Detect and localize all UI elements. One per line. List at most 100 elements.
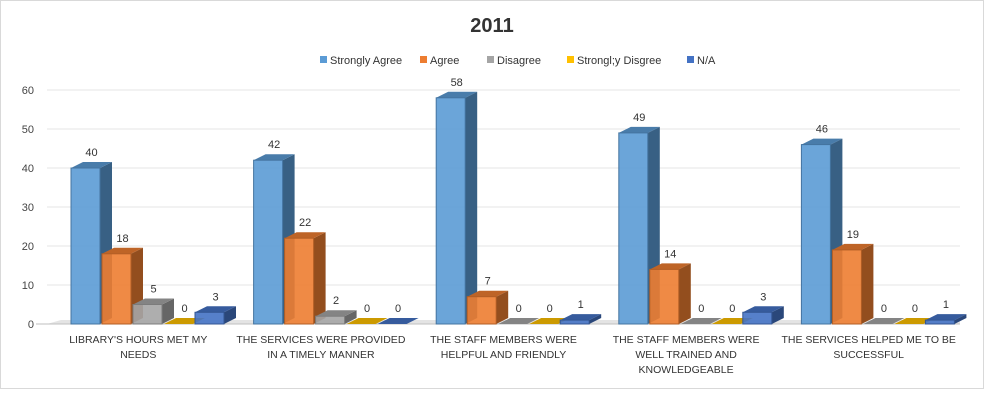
bar: [742, 306, 784, 325]
data-label: 46: [816, 124, 828, 136]
bar-top: [315, 310, 357, 317]
x-tick-label-line: THE STAFF MEMBERS WERE: [430, 334, 577, 346]
legend-label: Strongly Agree: [330, 55, 402, 67]
bar: [863, 318, 905, 324]
bar-top: [133, 298, 174, 305]
data-label: 18: [116, 233, 128, 245]
bar-top: [925, 314, 967, 321]
bar: [498, 318, 540, 324]
bar-side: [224, 306, 236, 324]
x-tick-label-line: IN A TIMELY MANNER: [267, 349, 375, 361]
legend: Strongly Agree Agree Disagree Strongl;y Dis…: [320, 55, 716, 67]
bar-front: [284, 237, 315, 325]
data-label: 2: [333, 295, 339, 307]
bar-top: [649, 263, 691, 270]
bar-front: [800, 144, 831, 325]
bar-front: [559, 319, 590, 325]
bar: [435, 91, 478, 325]
y-axis: 0 10 20 30 40 50 60: [22, 85, 34, 331]
bar-side: [313, 232, 326, 324]
data-label: 49: [633, 112, 645, 124]
x-tick-label-line: HELPFUL AND FRIENDLY: [441, 349, 566, 361]
bar-front: [924, 319, 955, 325]
data-label: 0: [881, 303, 887, 315]
x-tick-label-line: KNOWLEDGEABLE: [639, 364, 734, 376]
bar-top: [346, 318, 388, 324]
legend-label: Disagree: [497, 55, 541, 67]
data-label: 40: [85, 147, 97, 159]
bar-front: [132, 304, 163, 325]
bar-front: [618, 132, 649, 325]
bars: [70, 91, 967, 325]
bar-top: [863, 318, 905, 324]
legend-label: N/A: [697, 55, 716, 67]
bar-front: [742, 311, 773, 325]
y-tick-label: 60: [22, 85, 34, 97]
x-tick-label-line: SUCCESSFUL: [833, 349, 904, 361]
bar-side: [861, 243, 874, 324]
bar: [924, 314, 967, 325]
legend-swatch: [320, 56, 327, 63]
x-tick-label-line: THE SERVICES WERE PROVIDED: [236, 334, 405, 346]
x-tick-label: LIBRARY'S HOURS MET MY NEEDS: [69, 334, 207, 361]
data-label: 0: [729, 303, 735, 315]
bar: [680, 318, 722, 324]
data-label: 0: [547, 303, 553, 315]
bar-top: [436, 91, 478, 98]
bar-top: [253, 154, 295, 161]
bar-front: [649, 268, 680, 325]
y-tick-label: 0: [28, 319, 34, 331]
bar-side: [589, 314, 602, 324]
bar: [132, 298, 174, 325]
bar-front: [70, 167, 101, 325]
bar-top: [467, 290, 509, 297]
y-tick-label: 40: [22, 163, 34, 175]
data-label: 0: [516, 303, 522, 315]
bar-top: [680, 318, 722, 324]
legend-swatch: [420, 56, 427, 63]
data-label: 5: [150, 284, 156, 296]
legend-swatch: [487, 56, 494, 63]
x-tick-label-line: THE STAFF MEMBERS WERE: [613, 334, 760, 346]
data-label: 7: [485, 276, 491, 288]
legend-swatch: [567, 56, 574, 63]
data-label: 3: [212, 291, 218, 303]
data-label: 58: [451, 77, 463, 89]
bar-top: [560, 314, 602, 321]
bar-front: [253, 159, 284, 325]
legend-label: Agree: [430, 55, 459, 67]
data-label: 1: [578, 299, 584, 311]
bar: [377, 318, 419, 324]
bar-side: [162, 298, 174, 324]
bar-top: [498, 318, 540, 324]
x-axis: LIBRARY'S HOURS MET MY NEEDS THE SERVICES …: [69, 334, 956, 376]
bar-side: [496, 290, 509, 324]
bar-top: [832, 243, 874, 250]
bar: [831, 243, 874, 325]
data-label: 0: [698, 303, 704, 315]
legend-label: Strongl;y Disgree: [577, 55, 661, 67]
bar-top: [102, 247, 143, 254]
bar: [649, 263, 691, 325]
x-tick-label-line: NEEDS: [120, 349, 156, 361]
data-label: 14: [664, 248, 676, 260]
data-label: 1: [943, 299, 949, 311]
bar-top: [618, 126, 660, 133]
bar-top: [71, 162, 112, 168]
bar-side: [465, 91, 478, 324]
x-tick-label-line: THE SERVICES HELPED ME TO BE: [781, 334, 955, 346]
data-label: 19: [847, 229, 859, 241]
bar-front: [101, 253, 132, 325]
bar-top: [195, 306, 236, 313]
legend-swatch: [687, 56, 694, 63]
x-tick-label: THE SERVICES HELPED ME TO BE SUCCESSFUL: [781, 334, 955, 361]
bar-front: [466, 296, 497, 325]
x-tick-label-line: WELL TRAINED AND: [635, 349, 737, 361]
data-label: 22: [299, 217, 311, 229]
bar-front: [831, 249, 862, 325]
bar-side: [678, 263, 691, 324]
x-tick-label: THE STAFF MEMBERS WERE WELL TRAINED AND KN…: [613, 334, 760, 376]
bar-top: [742, 306, 784, 313]
